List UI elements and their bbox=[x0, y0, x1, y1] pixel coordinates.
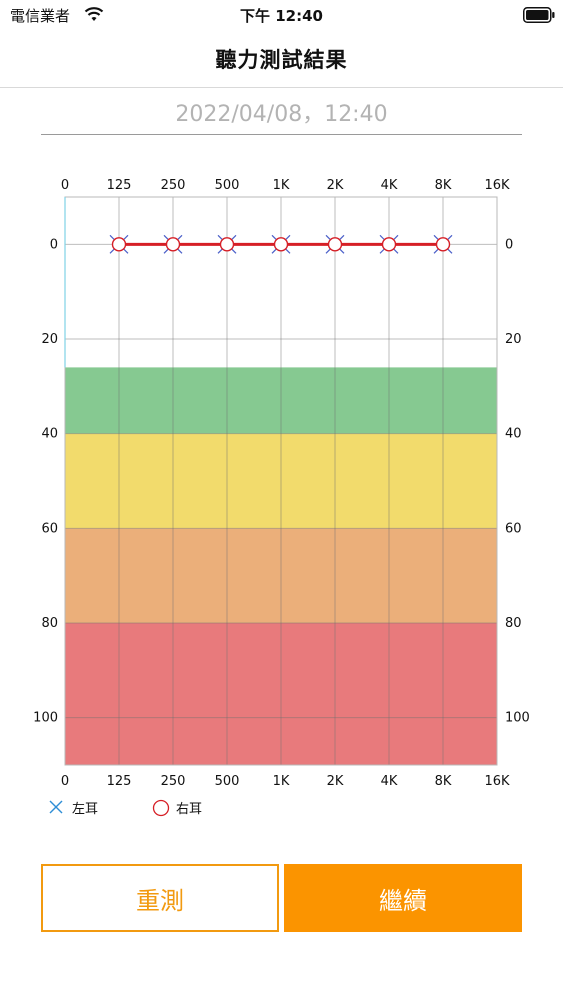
y-tick-label-right: 80 bbox=[505, 616, 522, 631]
y-tick-label-left: 20 bbox=[41, 332, 58, 347]
x-tick-label-top: 4K bbox=[381, 178, 398, 193]
x-tick-label-top: 16K bbox=[484, 178, 510, 193]
x-tick-label-bottom: 125 bbox=[107, 774, 132, 789]
y-tick-label-left: 0 bbox=[50, 237, 58, 252]
x-tick-label-bottom: 0 bbox=[61, 774, 69, 789]
status-bar: 電信業者 下午 12:40 bbox=[0, 0, 563, 30]
test-datetime: 2022/04/08，12:40 bbox=[175, 102, 388, 127]
carrier-label: 電信業者 bbox=[10, 7, 71, 25]
x-tick-label-top: 500 bbox=[215, 178, 240, 193]
severity-band-3 bbox=[65, 528, 497, 623]
x-tick-label-bottom: 16K bbox=[484, 774, 510, 789]
page-title: 聽力測試結果 bbox=[215, 48, 348, 72]
status-time: 下午 12:40 bbox=[240, 7, 323, 25]
x-tick-label-top: 0 bbox=[61, 178, 69, 193]
x-tick-label-top: 2K bbox=[327, 178, 344, 193]
y-tick-label-right: 100 bbox=[505, 711, 530, 726]
y-tick-label-right: 0 bbox=[505, 237, 513, 252]
wifi-icon bbox=[84, 7, 104, 21]
x-tick-label-top: 250 bbox=[161, 178, 186, 193]
data-point-right-ear bbox=[219, 237, 235, 252]
battery-icon bbox=[523, 7, 555, 23]
retest-button[interactable]: 重測 bbox=[41, 864, 279, 932]
data-point-right-ear bbox=[273, 237, 289, 252]
nav-divider bbox=[0, 87, 563, 88]
x-tick-label-bottom: 4K bbox=[381, 774, 398, 789]
data-point-right-ear bbox=[381, 237, 397, 252]
x-tick-label-top: 8K bbox=[435, 178, 452, 193]
data-point-right-ear bbox=[111, 237, 127, 252]
cross-marker-icon bbox=[49, 800, 63, 814]
data-point-right-ear bbox=[435, 237, 451, 252]
y-tick-label-left: 80 bbox=[41, 616, 58, 631]
y-tick-label-right: 60 bbox=[505, 521, 522, 536]
x-tick-label-bottom: 8K bbox=[435, 774, 452, 789]
audiogram-chart: 0 0 125 125 250 250 500 500 1K 1K 2K 2K 4K 4K 8K 8K 16K 1… bbox=[33, 178, 530, 789]
circle-marker-icon bbox=[152, 799, 170, 817]
y-tick-label-left: 40 bbox=[41, 427, 58, 442]
x-tick-label-top: 1K bbox=[273, 178, 290, 193]
y-tick-label-left: 60 bbox=[41, 521, 58, 536]
y-tick-label-left: 100 bbox=[33, 711, 58, 726]
severity-band-1 bbox=[65, 367, 497, 434]
legend-right-ear-label: 右耳 bbox=[176, 802, 203, 817]
y-tick-label-right: 20 bbox=[505, 332, 522, 347]
data-point-right-ear bbox=[165, 237, 181, 252]
x-tick-label-bottom: 500 bbox=[215, 774, 240, 789]
date-underline bbox=[41, 134, 522, 135]
data-point-right-ear bbox=[327, 237, 343, 252]
continue-button[interactable]: 繼續 bbox=[284, 864, 522, 932]
severity-band-4 bbox=[65, 623, 497, 765]
plot-frame bbox=[64, 196, 498, 766]
home-indicator-area bbox=[0, 990, 563, 1000]
x-tick-label-top: 125 bbox=[107, 178, 132, 193]
x-tick-label-bottom: 2K bbox=[327, 774, 344, 789]
legend-left-ear-label: 左耳 bbox=[72, 802, 99, 817]
severity-band-2 bbox=[65, 433, 497, 529]
x-tick-label-bottom: 1K bbox=[273, 774, 290, 789]
y-tick-label-right: 40 bbox=[505, 427, 522, 442]
x-tick-label-bottom: 250 bbox=[161, 774, 186, 789]
